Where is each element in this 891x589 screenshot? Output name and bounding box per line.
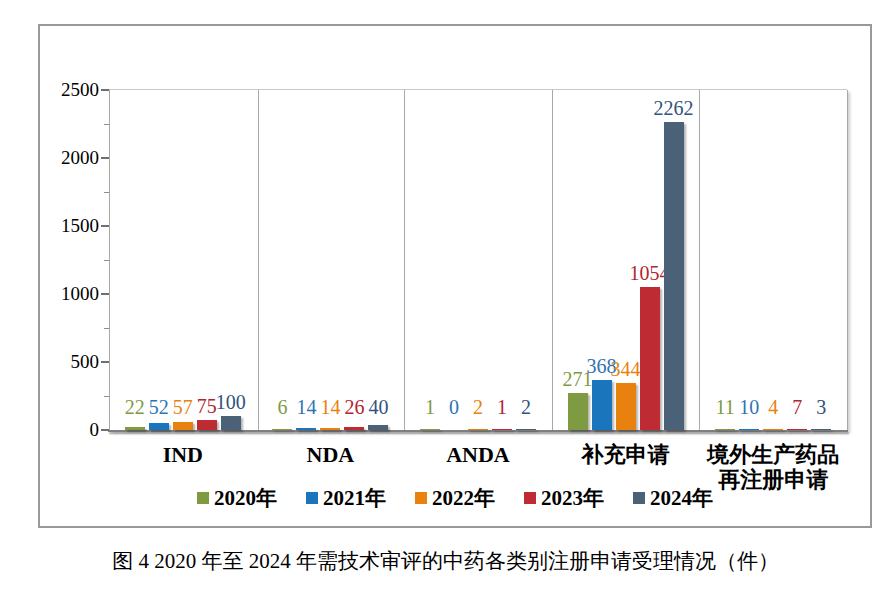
figure-caption: 图 4 2020 年至 2024 年需技术审评的中药各类别注册申请受理情况（件） (0, 547, 891, 575)
y-tick-mark (101, 361, 109, 363)
y-minor-tick-mark (104, 260, 109, 261)
bar-2022年-境外生产药品 (763, 429, 783, 430)
y-minor-tick-mark (104, 192, 109, 193)
bar-2023年-NDA (344, 427, 364, 431)
bar-2021年-补充申请 (592, 380, 612, 430)
panel-separator (699, 90, 848, 430)
y-tick-label: 2000 (37, 145, 99, 171)
bar-2024年-IND (221, 416, 241, 430)
bar-2022年-补充申请 (616, 383, 636, 430)
y-tick-label: 500 (37, 349, 99, 375)
chart-frame: 0500100015002000250022525775100614142640… (38, 24, 872, 528)
bar-2024年-NDA (368, 425, 388, 430)
y-tick-mark (101, 429, 109, 431)
bar-2021年-NDA (296, 428, 316, 430)
legend-label: 2020年 (214, 486, 277, 510)
panel-separator (404, 90, 553, 430)
legend-item-2022年: 2022年 (415, 486, 495, 510)
bar-2020年-补充申请 (568, 393, 588, 430)
y-tick-mark (101, 89, 109, 91)
category-label: ANDA (404, 442, 552, 467)
bar-2022年-IND (173, 422, 193, 430)
bar-2024年-ANDA (516, 429, 536, 430)
bar-2020年-境外生产药品 (715, 429, 735, 431)
bar-2024年-境外生产药品 (811, 429, 831, 430)
bar-2021年-境外生产药品 (739, 429, 759, 430)
bar-2022年-NDA (320, 428, 340, 430)
bar-2022年-ANDA (468, 429, 488, 430)
bar-2023年-ANDA (492, 429, 512, 430)
legend-swatch (524, 492, 536, 504)
value-label: 3 (789, 396, 853, 418)
bar-2020年-IND (125, 427, 145, 430)
legend-item-2020年: 2020年 (197, 486, 277, 510)
panel-separator (257, 90, 406, 430)
y-tick-label: 1500 (37, 213, 99, 239)
legend-item-2021年: 2021年 (306, 486, 386, 510)
bar-2021年-IND (149, 423, 169, 430)
bar-2020年-NDA (272, 429, 292, 430)
legend-item-2024年: 2024年 (633, 486, 713, 510)
category-label: IND (109, 442, 257, 467)
legend-item-2023年: 2023年 (524, 486, 604, 510)
legend-label: 2024年 (650, 486, 713, 510)
panel-separator (109, 90, 259, 430)
category-label: 补充申请 (552, 442, 700, 467)
x-axis-line (108, 430, 848, 432)
y-tick-label: 0 (37, 417, 99, 443)
category-label: NDA (257, 442, 405, 467)
category-label: 境外生产药品 再注册申请 (699, 442, 847, 492)
y-tick-mark (101, 293, 109, 295)
bar-2024年-补充申请 (664, 122, 684, 430)
bar-2023年-境外生产药品 (787, 429, 807, 430)
bar-2023年-IND (197, 420, 217, 430)
value-label: 2262 (642, 97, 706, 119)
bar-2020年-ANDA (420, 429, 440, 430)
legend-swatch (633, 492, 645, 504)
legend: 2020年 2021年 2022年 2023年 2024年 (40, 486, 870, 510)
y-tick-mark (101, 157, 109, 159)
legend-label: 2022年 (432, 486, 495, 510)
bar-2023年-补充申请 (640, 287, 660, 430)
legend-swatch (197, 492, 209, 504)
y-minor-tick-mark (104, 328, 109, 329)
y-tick-label: 1000 (37, 281, 99, 307)
y-tick-label: 2500 (37, 77, 99, 103)
legend-swatch (415, 492, 427, 504)
legend-swatch (306, 492, 318, 504)
legend-label: 2021年 (323, 486, 386, 510)
legend-label: 2023年 (541, 486, 604, 510)
y-minor-tick-mark (104, 124, 109, 125)
figure: 0500100015002000250022525775100614142640… (0, 0, 891, 589)
value-label: 2 (494, 396, 558, 418)
y-tick-mark (101, 225, 109, 227)
plot-area: 0500100015002000250022525775100614142640… (109, 89, 847, 430)
